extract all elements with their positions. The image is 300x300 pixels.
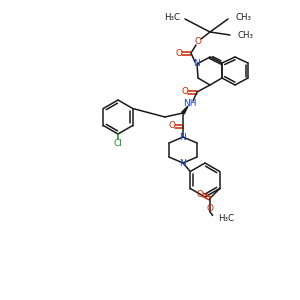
Text: H₃C: H₃C (218, 214, 234, 223)
Text: O: O (194, 38, 202, 46)
Text: O: O (206, 204, 213, 213)
Polygon shape (182, 106, 188, 114)
Text: O: O (196, 190, 203, 199)
Text: Cl: Cl (114, 139, 122, 148)
Text: H₃C: H₃C (164, 14, 180, 22)
Text: O: O (182, 88, 188, 97)
Text: O: O (176, 49, 182, 58)
Text: CH₃: CH₃ (235, 14, 251, 22)
Text: N: N (180, 158, 186, 167)
Text: NH: NH (183, 98, 197, 107)
Text: O: O (169, 122, 176, 130)
Text: CH₃: CH₃ (237, 31, 253, 40)
Text: N: N (180, 133, 186, 142)
Text: N: N (194, 59, 200, 68)
